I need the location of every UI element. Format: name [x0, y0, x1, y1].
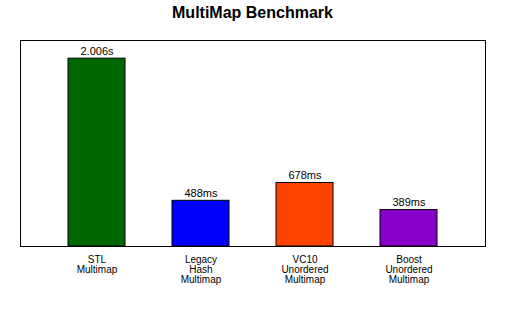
svg-text:678ms: 678ms: [288, 169, 322, 181]
svg-text:LegacyHashMultimap: LegacyHashMultimap: [181, 254, 222, 285]
svg-text:STLMultimap: STLMultimap: [77, 254, 118, 275]
svg-text:2.006s: 2.006s: [80, 45, 114, 57]
svg-text:VC10UnorderedMultimap: VC10UnorderedMultimap: [281, 254, 328, 285]
svg-text:488ms: 488ms: [184, 187, 218, 199]
svg-text:389ms: 389ms: [392, 196, 426, 208]
svg-text:BoostUnorderedMultimap: BoostUnorderedMultimap: [385, 254, 432, 285]
html-text:MultiMap Benchmark: MultiMap Benchmark: [172, 4, 333, 21]
